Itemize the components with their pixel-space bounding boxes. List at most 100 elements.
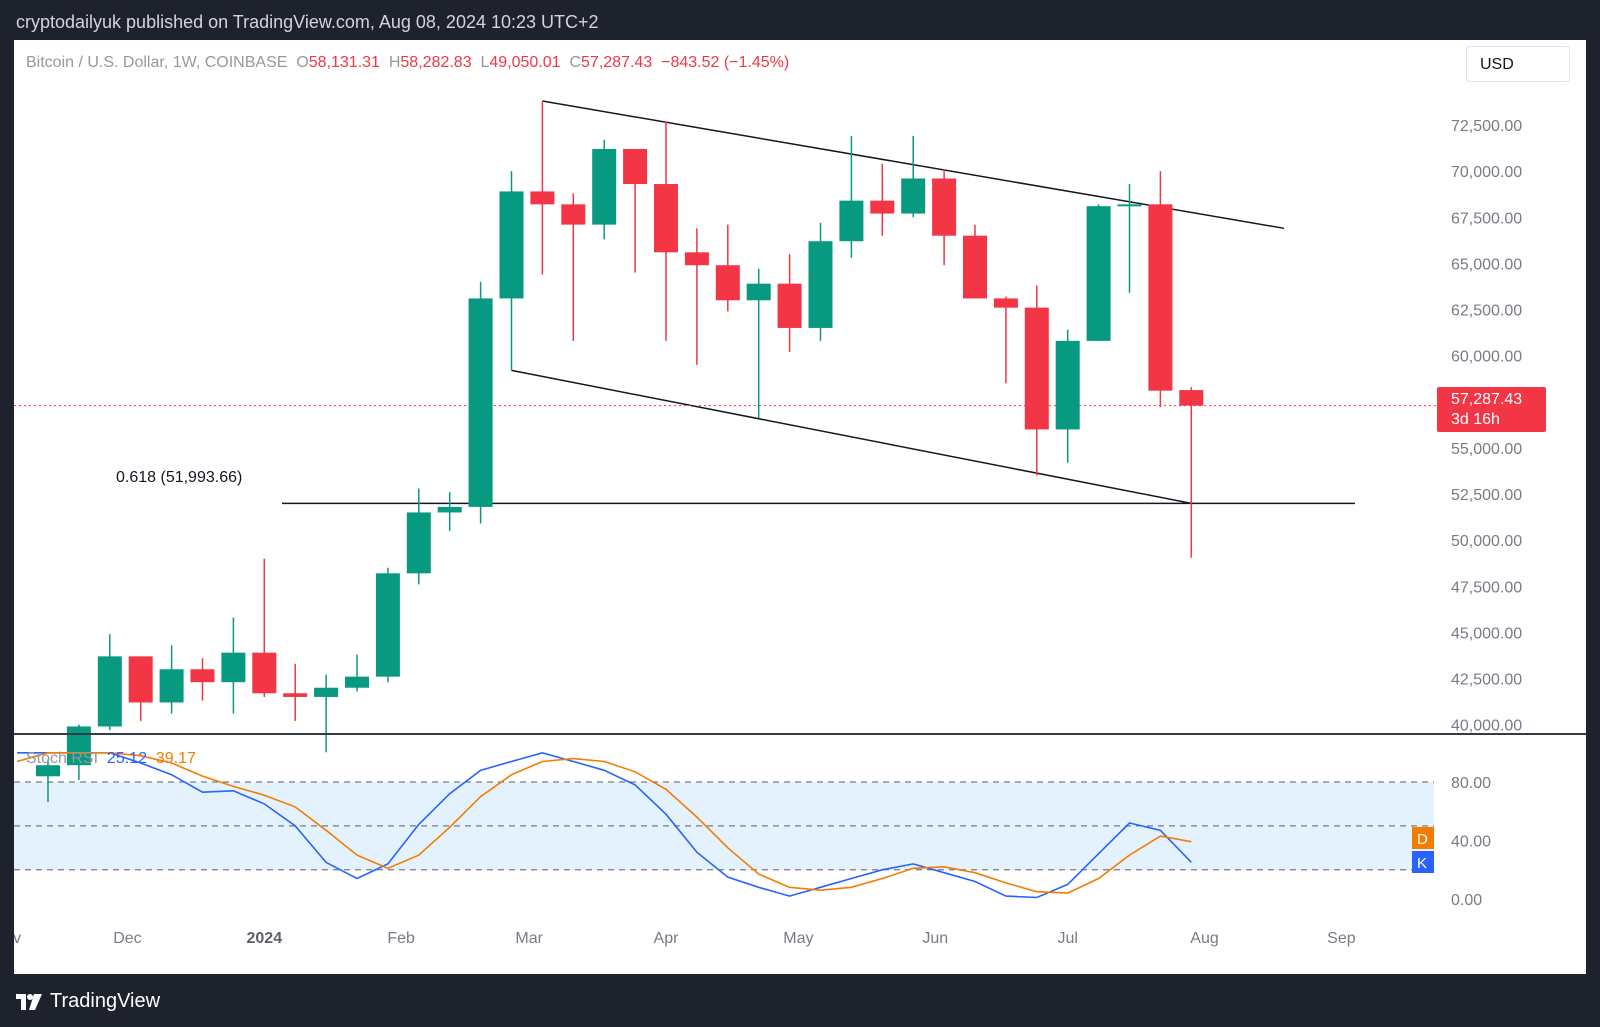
price-tick-label: 42,500.00 [1451,672,1522,689]
candle-body [36,765,60,777]
candle-body [623,148,648,185]
candle-body [808,241,833,328]
candle[interactable] [190,658,215,701]
candle[interactable] [1148,171,1173,408]
candle[interactable] [375,567,400,683]
candle[interactable] [128,656,153,721]
chart-card[interactable]: 40,000.00 42,500.00 45,000.00 47,500.00 50,0… [14,40,1586,974]
candle-body [654,184,678,253]
candle[interactable] [221,617,246,714]
stoch-d-line [16,751,1192,894]
footer: TradingView [0,974,1600,1027]
stoch-d-tag-text: D [1417,831,1428,848]
chart-canvas[interactable]: 40,000.00 42,500.00 45,000.00 47,500.00 50,0… [14,40,1586,974]
change-value: −843.52 (−1.45%) [661,54,790,71]
candle[interactable] [1024,285,1049,476]
stoch-k-tag-text: K [1417,855,1427,872]
price-tick-label: 47,500.00 [1451,579,1522,596]
candle[interactable] [36,759,60,803]
candle-body [252,652,277,694]
price-tick-label: 65,000.00 [1451,256,1522,273]
candle[interactable] [684,228,709,365]
price-tag-price: 57,287.43 [1451,391,1522,408]
time-axis-label: Mar [515,930,543,947]
candle-body [530,191,555,205]
candle-body [97,656,122,727]
candle[interactable] [159,645,184,714]
candle[interactable] [1055,329,1080,463]
price-tag-box [1437,387,1546,432]
price-tick-label: 70,000.00 [1451,164,1522,181]
candle-body [993,298,1018,308]
candle-body [345,676,369,688]
stoch-tick-label: 0.00 [1451,892,1482,909]
open-value: 58,131.31 [308,54,380,71]
candle[interactable] [623,148,648,273]
candle[interactable] [345,654,369,692]
candle[interactable] [654,121,678,341]
time-axis-label: Jun [922,930,948,947]
candle[interactable] [1086,204,1111,341]
low-label: L [480,54,490,71]
price-tick-label: 45,000.00 [1451,625,1522,642]
candle[interactable] [1117,184,1142,293]
candle[interactable] [468,281,493,524]
candle-body [406,512,431,574]
high-value: 58,282.83 [400,54,472,71]
candle-body [684,252,709,266]
candle[interactable] [1179,387,1204,558]
brand-name: TradingView [50,990,161,1012]
candle-body [746,283,771,301]
high-label: H [388,54,401,71]
time-axis-label: Apr [654,930,680,947]
candle[interactable] [963,224,987,299]
candle-body [221,652,246,683]
candle[interactable] [746,268,771,419]
candle[interactable] [97,634,122,731]
open-label: O [296,54,309,71]
price-tick-label: 60,000.00 [1451,349,1522,366]
stoch-d-tag-box [1412,827,1434,849]
candle-body [561,204,586,225]
stoch-k-tag-box [1412,851,1434,873]
candle[interactable] [252,558,277,697]
candle[interactable] [592,139,617,240]
candle-body [963,235,987,299]
candle-body [715,265,740,301]
candle-body [375,573,400,677]
candle[interactable] [901,136,926,218]
time-axis-label: May [783,930,813,947]
candle-body [468,298,493,507]
time-axis-label: Dec [113,930,141,947]
time-axis-label: Feb [387,930,415,947]
symbol-legend: Bitcoin / U.S. Dollar, 1W, COINBASE O58,… [26,54,789,72]
published-header: cryptodailyuk published on TradingView.c… [0,0,1600,40]
price-tag-countdown: 3d 16h [1451,411,1500,428]
channel-lower-line[interactable] [511,369,1192,505]
candle[interactable] [283,663,308,721]
candle[interactable] [314,674,339,753]
price-tick-label: 67,500.00 [1451,210,1522,227]
candle[interactable] [932,169,957,266]
candle[interactable] [870,163,895,236]
tradingview-brand[interactable]: TradingView [16,990,160,1013]
candle[interactable] [561,193,586,341]
candle-body [499,191,524,299]
candle-body [437,506,462,513]
candle-body [128,656,153,703]
candle[interactable] [993,296,1018,384]
candle[interactable] [530,101,555,275]
close-value: 57,287.43 [581,54,653,71]
candle[interactable] [715,224,740,312]
candle[interactable] [839,136,864,258]
candle[interactable] [777,254,802,352]
currency-selector[interactable]: USD [1466,46,1570,82]
candle[interactable] [499,171,524,371]
candle-body [1055,340,1080,430]
candle[interactable] [406,488,431,585]
time-axis-label: Aug [1190,930,1218,947]
stoch-k-value: 25.12 [106,750,147,767]
candle[interactable] [808,222,833,341]
tradingview-logo-icon [16,993,42,1010]
candle[interactable] [437,492,462,531]
